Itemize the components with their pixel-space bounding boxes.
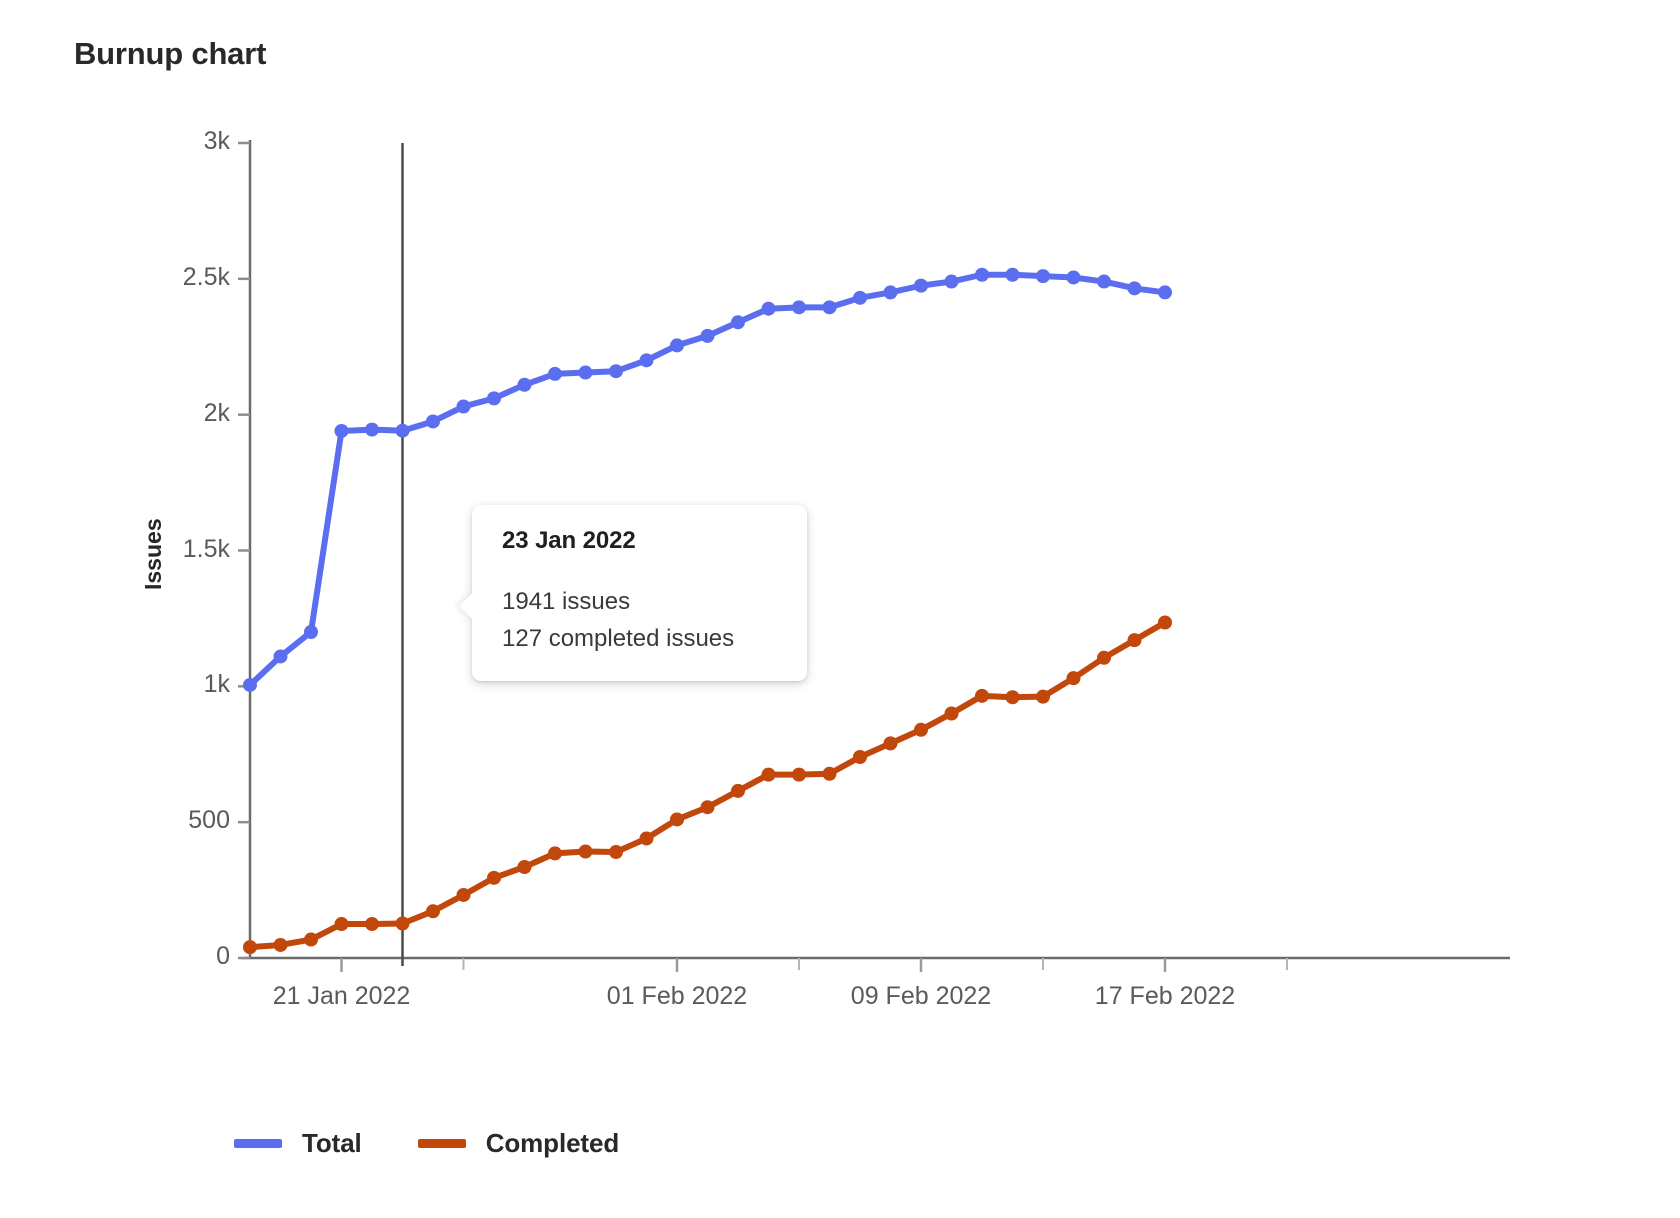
data-point-total[interactable] — [853, 290, 867, 305]
data-point-completed[interactable] — [731, 783, 745, 798]
data-point-total[interactable] — [1097, 274, 1111, 289]
data-point-total[interactable] — [639, 353, 654, 368]
data-point-completed[interactable] — [548, 846, 562, 861]
data-point-completed[interactable] — [334, 917, 349, 932]
data-point-completed[interactable] — [1036, 689, 1050, 704]
data-point-completed[interactable] — [243, 940, 257, 955]
data-point-completed[interactable] — [365, 917, 379, 932]
data-point-completed[interactable] — [914, 722, 928, 737]
data-point-total[interactable] — [700, 328, 715, 343]
data-point-completed[interactable] — [517, 859, 532, 874]
tooltip-date: 23 Jan 2022 — [502, 527, 636, 554]
data-point-total[interactable] — [1036, 269, 1050, 284]
data-point-completed[interactable] — [944, 706, 959, 721]
data-point-completed[interactable] — [853, 749, 867, 764]
tooltip-total-issues: 1941 issues — [502, 588, 631, 615]
data-point-total[interactable] — [1127, 281, 1142, 296]
data-point-completed[interactable] — [1127, 633, 1142, 648]
data-point-total[interactable] — [517, 377, 532, 392]
data-point-total[interactable] — [395, 423, 410, 438]
data-point-total[interactable] — [792, 300, 806, 315]
data-point-completed[interactable] — [761, 767, 776, 782]
data-point-total[interactable] — [487, 391, 501, 406]
data-point-total[interactable] — [426, 414, 440, 429]
legend-swatch-icon — [234, 1139, 282, 1148]
data-point-total[interactable] — [944, 274, 959, 289]
data-point-completed[interactable] — [883, 736, 898, 751]
chart-tooltip: 23 Jan 2022 1941 issues 127 completed is… — [472, 505, 807, 682]
data-point-completed[interactable] — [1158, 615, 1172, 630]
data-point-total[interactable] — [731, 315, 745, 330]
data-point-completed[interactable] — [639, 831, 654, 846]
y-tick-label: 1k — [203, 670, 230, 699]
data-point-total[interactable] — [243, 677, 257, 692]
x-tick-label: 01 Feb 2022 — [606, 982, 748, 1010]
data-point-completed[interactable] — [822, 766, 837, 781]
data-point-total[interactable] — [883, 285, 898, 300]
data-point-completed[interactable] — [487, 870, 501, 885]
data-point-total[interactable] — [609, 364, 623, 379]
y-tick-label: 2k — [203, 398, 230, 427]
data-point-completed[interactable] — [975, 688, 989, 703]
legend-label: Completed — [485, 1128, 620, 1158]
data-point-total[interactable] — [1005, 267, 1020, 282]
data-point-total[interactable] — [456, 399, 471, 414]
data-point-completed[interactable] — [609, 845, 623, 860]
legend-label: Total — [302, 1128, 362, 1158]
data-point-total[interactable] — [1066, 270, 1081, 285]
data-point-total[interactable] — [975, 267, 989, 282]
y-tick-label: 0 — [216, 942, 230, 970]
data-point-completed[interactable] — [456, 887, 471, 902]
data-point-total[interactable] — [761, 301, 776, 316]
data-point-completed[interactable] — [1097, 650, 1111, 665]
legend-item-completed[interactable]: Completed — [417, 1128, 620, 1159]
data-point-total[interactable] — [304, 625, 318, 639]
data-point-total[interactable] — [273, 649, 288, 664]
data-point-completed[interactable] — [395, 916, 410, 931]
data-point-total[interactable] — [822, 300, 837, 315]
chart-series-group — [243, 267, 1172, 955]
data-point-total[interactable] — [914, 278, 928, 293]
x-tick-label: 09 Feb 2022 — [850, 982, 992, 1010]
y-tick-label: 2.5k — [182, 262, 230, 291]
data-point-completed[interactable] — [1005, 690, 1020, 705]
data-point-total[interactable] — [365, 422, 379, 437]
y-tick-label: 1.5k — [182, 534, 230, 563]
chart-axes — [238, 140, 1510, 972]
chart-legend[interactable]: Total Completed — [234, 1128, 619, 1159]
data-point-completed[interactable] — [426, 904, 440, 919]
legend-item-total[interactable]: Total — [234, 1128, 362, 1159]
data-point-completed[interactable] — [700, 800, 715, 815]
page-title: Burnup chart — [74, 36, 267, 71]
y-tick-label: 500 — [188, 806, 230, 835]
data-point-completed[interactable] — [273, 937, 288, 952]
data-point-total[interactable] — [578, 365, 593, 380]
data-point-completed[interactable] — [304, 932, 318, 947]
data-point-total[interactable] — [548, 366, 562, 381]
data-point-total[interactable] — [334, 423, 349, 438]
x-tick-label: 17 Feb 2022 — [1094, 982, 1236, 1010]
data-point-completed[interactable] — [792, 767, 806, 782]
y-tick-label: 3k — [203, 127, 230, 155]
legend-swatch-icon — [417, 1139, 466, 1148]
tooltip-completed-issues: 127 completed issues — [502, 625, 735, 653]
x-tick-label: 21 Jan 2022 — [272, 982, 411, 1010]
data-point-completed[interactable] — [578, 844, 593, 859]
data-point-total[interactable] — [670, 338, 684, 353]
data-point-completed[interactable] — [1066, 671, 1081, 686]
data-point-total[interactable] — [1158, 285, 1172, 300]
data-point-completed[interactable] — [670, 812, 684, 827]
